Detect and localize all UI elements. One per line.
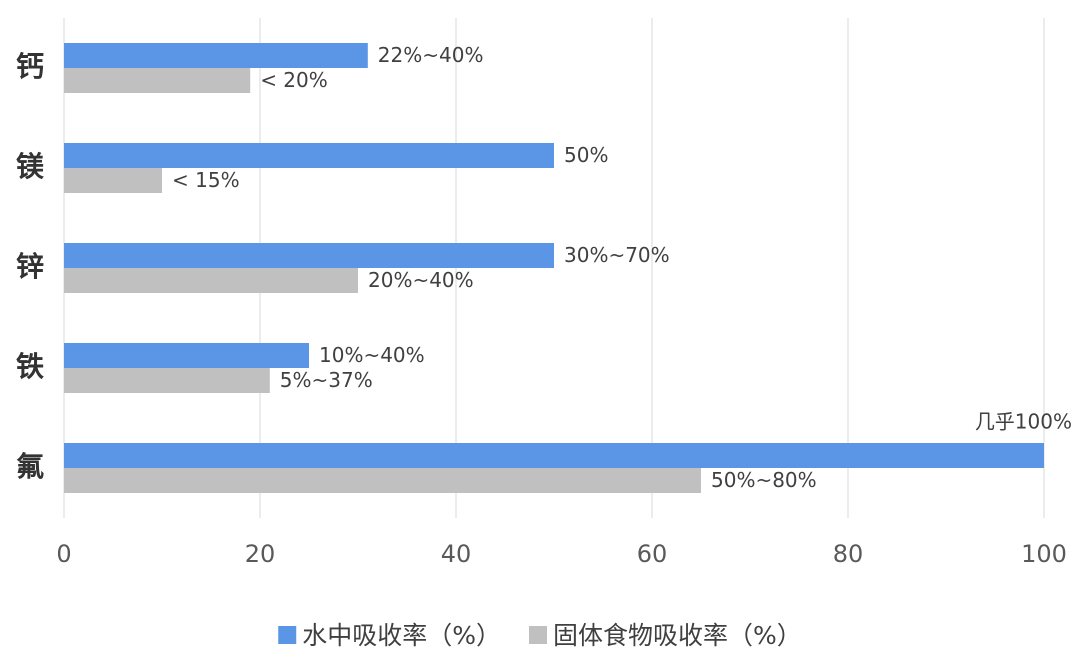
value-label: 50%~80% (711, 468, 817, 492)
bar (64, 368, 270, 393)
x-tick-label: 20 (245, 540, 276, 568)
value-label: 30%~70% (564, 243, 670, 267)
legend-label: 水中吸收率（%） (302, 621, 501, 650)
y-tick-label: 氟 (16, 450, 44, 483)
bar (64, 268, 358, 293)
y-tick-label: 钙 (16, 50, 44, 83)
bar (64, 343, 309, 368)
y-tick-label: 铁 (16, 350, 44, 383)
y-tick-label: 镁 (16, 150, 44, 183)
legend-label: 固体食物吸收率（%） (553, 621, 802, 650)
value-label: < 15% (172, 168, 240, 192)
value-label: < 20% (260, 68, 328, 92)
value-label: 几乎100% (975, 410, 1072, 434)
bar (64, 243, 554, 268)
bar (64, 68, 251, 93)
bar (64, 143, 554, 168)
value-label: 50% (564, 143, 608, 167)
x-tick-label: 60 (637, 540, 668, 568)
legend-swatch (278, 626, 297, 644)
x-tick-label: 0 (56, 540, 71, 568)
x-tick-label: 100 (1021, 540, 1067, 568)
legend-swatch (529, 626, 547, 644)
bar (64, 443, 1044, 468)
bar (64, 468, 701, 493)
value-label: 20%~40% (368, 268, 474, 292)
x-tick-label: 80 (833, 540, 864, 568)
value-label: 5%~37% (280, 368, 373, 392)
y-tick-label: 锌 (16, 250, 44, 283)
bar (64, 168, 162, 193)
value-label: 22%~40% (378, 43, 484, 67)
value-label: 10%~40% (319, 343, 425, 367)
x-tick-label: 40 (441, 540, 472, 568)
bar (64, 43, 368, 68)
